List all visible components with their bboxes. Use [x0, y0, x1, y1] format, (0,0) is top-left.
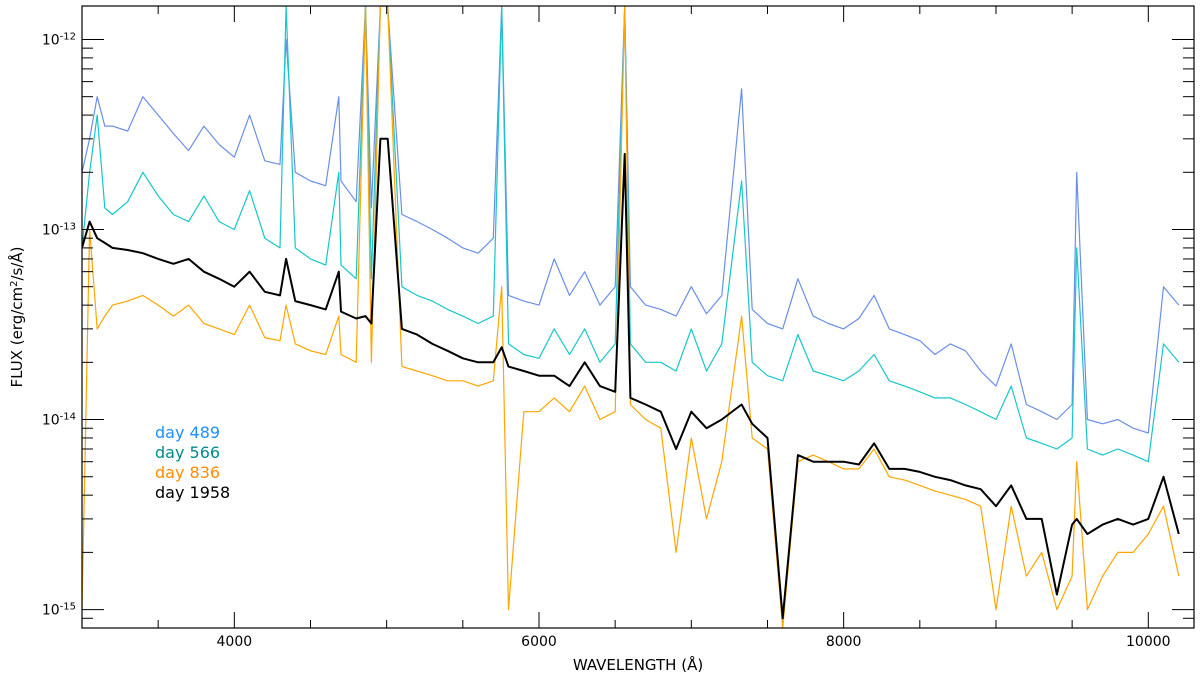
y-axis-ticks: 10-15 10-14 10-13 10-12 — [42, 31, 1194, 629]
x-axis-ticks: 4000 6000 8000 10000 — [81, 6, 1171, 650]
x-tick-label: 6000 — [521, 634, 557, 650]
series-layer — [82, 6, 1180, 628]
x-axis-label: WAVELENGTH (Å) — [573, 655, 703, 674]
x-tick-label: 8000 — [826, 634, 862, 650]
y-axis-label-superscript: 2 — [9, 280, 20, 286]
y-tick-label: 10-15 — [42, 601, 76, 619]
series-line-day-489 — [82, 6, 1180, 434]
legend: day 489 day 566 day 836 day 1958 — [155, 423, 230, 502]
y-tick-label: 10-13 — [42, 221, 76, 239]
x-tick-label: 10000 — [1126, 634, 1171, 650]
series-line-day-1958 — [82, 137, 1180, 620]
y-axis-label: FLUX (erg/cm2/s/Å) — [7, 246, 26, 387]
y-axis-label-main: FLUX (erg/cm — [8, 287, 26, 388]
legend-entry-day-1958: day 1958 — [155, 483, 230, 502]
y-tick-label: 10-12 — [42, 31, 76, 49]
legend-entry-day-489: day 489 — [155, 423, 220, 442]
x-tick-label: 4000 — [217, 634, 253, 650]
legend-entry-day-566: day 566 — [155, 443, 220, 462]
y-tick-label: 10-14 — [42, 411, 76, 429]
legend-entry-day-836: day 836 — [155, 463, 220, 482]
series-line-day-566 — [82, 6, 1180, 463]
y-axis-label-tail: /s/Å) — [7, 246, 26, 280]
plot-frame — [81, 5, 1195, 629]
series-line-day-836 — [82, 6, 1180, 628]
